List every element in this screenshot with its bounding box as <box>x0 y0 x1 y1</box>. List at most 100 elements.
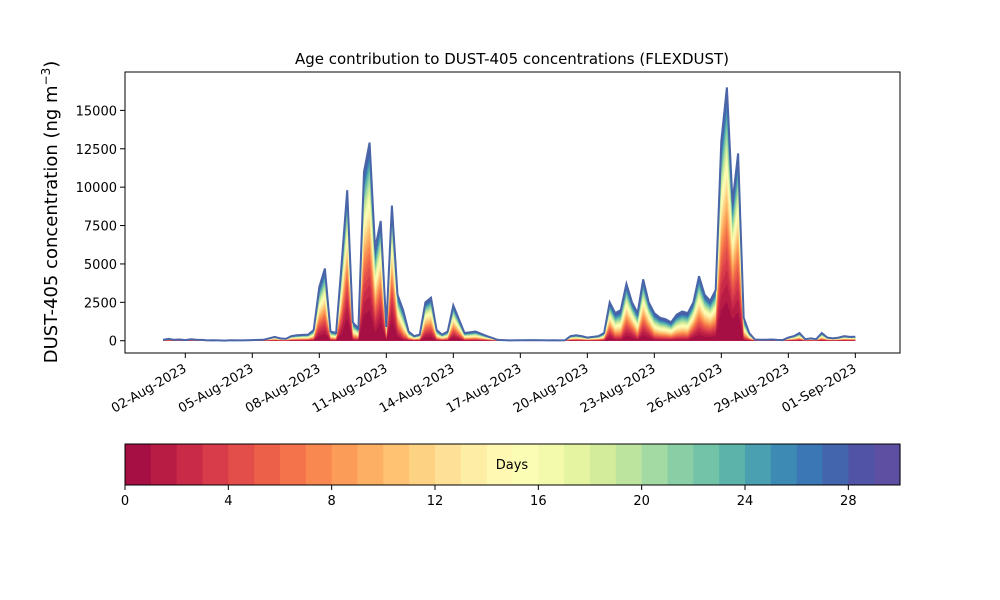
colorbar-bin <box>822 444 849 485</box>
colorbar-bin <box>150 444 178 485</box>
y-tick-label: 0 <box>109 335 117 350</box>
colorbar-bin <box>745 444 772 485</box>
colorbar-bin <box>641 444 669 485</box>
age-band-26 <box>163 101 856 341</box>
colorbar-bin <box>202 444 229 485</box>
x-tick-label: 01-Sep-2023 <box>780 361 860 416</box>
colorbar-bin <box>590 444 617 485</box>
colorbar-bin <box>331 444 359 485</box>
colorbar-tick-label: 16 <box>530 494 547 509</box>
y-axis-label-main: DUST-405 concentration (ng m <box>41 85 62 363</box>
age-band-9 <box>163 202 856 341</box>
colorbar-bin <box>305 444 333 485</box>
x-tick-label: 23-Aug-2023 <box>578 361 658 416</box>
age-band-15 <box>163 161 856 341</box>
age-band-13 <box>163 174 856 341</box>
age-band-24 <box>163 111 856 341</box>
colorbar-bin <box>280 444 307 485</box>
x-tick-label: 26-Aug-2023 <box>645 361 725 416</box>
age-band-14 <box>163 167 856 341</box>
colorbar-bin <box>770 444 798 485</box>
x-tick-label: 11-Aug-2023 <box>310 361 390 416</box>
x-tick-label: 20-Aug-2023 <box>511 361 591 416</box>
age-band-20 <box>163 132 856 341</box>
age-band-5 <box>163 236 856 341</box>
y-tick-label: 2500 <box>84 296 117 311</box>
colorbar-bin <box>667 444 694 485</box>
age-band-17 <box>163 149 856 341</box>
colorbar-label: Days <box>496 458 529 473</box>
colorbar-bin <box>615 444 643 485</box>
x-tick-label: 29-Aug-2023 <box>712 361 792 416</box>
colorbar-bin <box>176 444 204 485</box>
colorbar-bin <box>486 444 514 485</box>
age-band-18 <box>163 143 856 341</box>
age-band-19 <box>163 138 856 341</box>
colorbar-bin <box>228 444 255 485</box>
colorbar-tick-label: 12 <box>427 494 444 509</box>
colorbar-bin <box>357 444 384 485</box>
colorbar-bin <box>538 444 565 485</box>
colorbar-bin <box>435 444 462 485</box>
colorbar-tick-label: 28 <box>840 494 857 509</box>
age-bands <box>163 87 856 341</box>
colorbar-tick-label: 0 <box>121 494 129 509</box>
age-band-2 <box>163 269 856 341</box>
y-tick-label: 15000 <box>76 104 117 119</box>
colorbar-bin <box>719 444 746 485</box>
colorbar-bin <box>383 444 410 485</box>
colorbar-bin <box>409 444 436 485</box>
x-axis: 02-Aug-202305-Aug-202308-Aug-202311-Aug-… <box>109 353 859 417</box>
x-tick-label: 17-Aug-2023 <box>444 361 524 416</box>
age-band-8 <box>163 210 856 341</box>
colorbar-bin <box>512 444 539 485</box>
colorbar-bin <box>848 444 875 485</box>
age-band-27 <box>163 96 856 341</box>
x-tick-label: 08-Aug-2023 <box>243 361 323 416</box>
colorbar-tick-label: 4 <box>224 494 232 509</box>
y-axis-label: DUST-405 concentration (ng m−3) <box>39 61 62 364</box>
age-band-7 <box>163 218 856 341</box>
colorbar-bin <box>693 444 720 485</box>
colorbar-tick-label: 20 <box>633 494 650 509</box>
age-band-11 <box>163 187 856 341</box>
colorbar-bin <box>874 444 901 485</box>
colorbar-bin <box>125 444 152 485</box>
y-tick-label: 7500 <box>84 220 117 235</box>
total-concentration-line <box>162 87 856 342</box>
x-tick-label: 05-Aug-2023 <box>176 361 256 416</box>
colorbar-bin <box>796 444 824 485</box>
colorbar-frame <box>124 443 901 486</box>
y-axis: 0 2500 5000 7500 10000 12500 15000 <box>76 104 125 350</box>
age-band-12 <box>163 180 856 341</box>
colorbar-bin <box>254 444 281 485</box>
age-band-1 <box>163 283 856 341</box>
age-band-3 <box>163 257 856 341</box>
y-axis-label-end: ) <box>41 61 62 68</box>
age-band-22 <box>163 121 856 341</box>
age-band-29 <box>163 87 856 341</box>
age-band-21 <box>163 127 856 341</box>
colorbar-ticks: 0 4 8 12 16 20 24 28 <box>121 485 857 509</box>
colorbar-bin <box>460 444 488 485</box>
x-tick-label: 14-Aug-2023 <box>377 361 457 416</box>
chart-title: Age contribution to DUST-405 concentrati… <box>295 50 729 68</box>
colorbar-tick-label: 24 <box>737 494 754 509</box>
age-band-4 <box>163 246 856 341</box>
y-tick-label: 12500 <box>76 143 117 158</box>
age-band-10 <box>163 194 856 341</box>
y-tick-label: 5000 <box>84 258 117 273</box>
age-band-6 <box>163 226 856 341</box>
age-band-16 <box>163 155 856 341</box>
colorbar-bin <box>564 444 591 485</box>
y-tick-label: 10000 <box>76 181 117 196</box>
colorbar <box>125 444 901 485</box>
age-band-23 <box>163 116 856 341</box>
age-band-25 <box>163 106 856 341</box>
colorbar-tick-label: 8 <box>328 494 336 509</box>
x-tick-label: 02-Aug-2023 <box>109 361 189 416</box>
y-axis-label-sup: −3 <box>39 68 53 86</box>
age-band-28 <box>163 92 856 341</box>
plot-frame <box>124 71 901 354</box>
